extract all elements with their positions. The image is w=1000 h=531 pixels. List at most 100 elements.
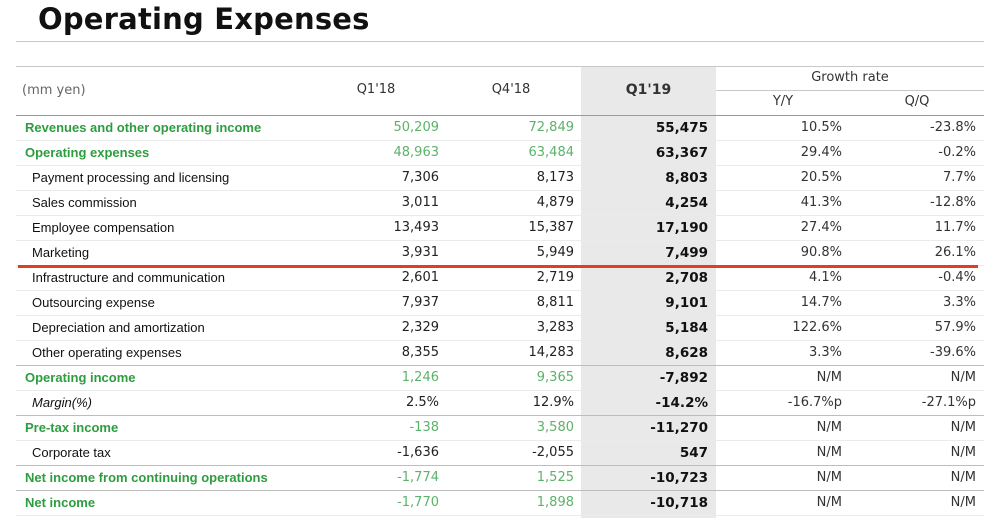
cell-q1-19: -10,718: [650, 495, 708, 511]
cell-q1-19: -10,723: [650, 470, 708, 486]
cell-q4-18: 4,879: [536, 195, 574, 210]
table-row: Net income -1,770 1,898 -10,718 N/M N/M: [16, 491, 984, 516]
table-row: Operating expenses 48,963 63,484 63,367 …: [16, 141, 984, 166]
table-row: Infrastructure and communication 2,601 2…: [16, 266, 984, 291]
table-row: Employee compensation 13,493 15,387 17,1…: [16, 216, 984, 241]
table-row: Corporate tax -1,636 -2,055 547 N/M N/M: [16, 441, 984, 466]
cell-q1-18: -1,636: [397, 445, 439, 460]
table-row: Depreciation and amortization 2,329 3,28…: [16, 316, 984, 341]
cell-yy: 90.8%: [800, 245, 842, 260]
row-label: Pre-tax income: [25, 420, 119, 435]
cell-q1-18: 2,601: [401, 270, 439, 285]
title-divider: [16, 41, 984, 42]
cell-q1-18: 2.5%: [405, 395, 439, 410]
row-label: Net income: [25, 495, 96, 510]
cell-q1-19: -14.2%: [655, 395, 708, 411]
row-label: Employee compensation: [32, 220, 175, 235]
col-header-q1-18: Q1'18: [356, 82, 396, 97]
row-label: Margin(%): [32, 395, 92, 410]
cell-qq: N/M: [950, 470, 976, 485]
cell-q1-18: -1,774: [397, 470, 439, 485]
current-quarter-highlight: [581, 66, 716, 518]
cell-q1-19: 7,499: [665, 245, 708, 261]
cell-q4-18: 72,849: [528, 120, 575, 135]
cell-q4-18: 2,719: [536, 270, 574, 285]
table-row: Operating income 1,246 9,365 -7,892 N/M …: [16, 366, 984, 391]
cell-qq: 11.7%: [934, 220, 976, 235]
cell-q4-18: 5,949: [536, 245, 574, 260]
cell-q1-18: 7,306: [401, 170, 439, 185]
row-label: Corporate tax: [32, 445, 111, 460]
cell-q4-18: 1,898: [536, 495, 574, 510]
table-body: Revenues and other operating income 50,2…: [16, 116, 984, 516]
cell-q1-18: 50,209: [393, 120, 440, 135]
cell-qq: -39.6%: [930, 345, 976, 360]
cell-qq: -27.1%p: [921, 395, 976, 410]
growth-rate-rule: [716, 90, 984, 91]
cell-q1-18: 8,355: [401, 345, 439, 360]
cell-q1-19: 4,254: [665, 195, 708, 211]
row-label: Other operating expenses: [32, 345, 182, 360]
cell-q1-18: -1,770: [397, 495, 439, 510]
cell-q4-18: -2,055: [532, 445, 574, 460]
table-row: Outsourcing expense 7,937 8,811 9,101 14…: [16, 291, 984, 316]
cell-q1-18: -138: [409, 420, 439, 435]
cell-yy: 14.7%: [800, 295, 842, 310]
cell-qq: N/M: [950, 370, 976, 385]
table-row: Payment processing and licensing 7,306 8…: [16, 166, 984, 191]
row-label: Operating expenses: [25, 145, 150, 160]
row-label: Outsourcing expense: [32, 295, 155, 310]
cell-q1-19: 17,190: [655, 220, 708, 236]
row-label: Net income from continuing operations: [25, 470, 268, 485]
cell-yy: 10.5%: [800, 120, 842, 135]
cell-q1-19: 8,803: [665, 170, 708, 186]
col-header-qq: Q/Q: [904, 94, 930, 109]
unit-label: (mm yen): [22, 83, 86, 98]
row-label: Payment processing and licensing: [32, 170, 230, 185]
header-bottom-rule: [16, 115, 984, 116]
cell-q1-18: 7,937: [401, 295, 439, 310]
cell-q1-18: 13,493: [393, 220, 440, 235]
cell-q1-19: 547: [679, 445, 708, 461]
row-label: Sales commission: [32, 195, 137, 210]
cell-q4-18: 63,484: [528, 145, 575, 160]
cell-yy: -16.7%p: [787, 395, 842, 410]
cell-q4-18: 12.9%: [532, 395, 574, 410]
table-row: Net income from continuing operations -1…: [16, 466, 984, 491]
cell-q1-19: -7,892: [659, 370, 708, 386]
cell-q1-19: 8,628: [665, 345, 708, 361]
cell-q1-18: 1,246: [401, 370, 439, 385]
row-label: Revenues and other operating income: [25, 120, 262, 135]
cell-yy: N/M: [816, 470, 842, 485]
cell-yy: 20.5%: [800, 170, 842, 185]
cell-q1-19: 9,101: [665, 295, 708, 311]
cell-q4-18: 1,525: [536, 470, 574, 485]
cell-qq: 26.1%: [934, 245, 976, 260]
cell-qq: -12.8%: [930, 195, 976, 210]
cell-q1-18: 2,329: [401, 320, 439, 335]
cell-yy: 41.3%: [800, 195, 842, 210]
cell-qq: 3.3%: [942, 295, 976, 310]
cell-q4-18: 15,387: [528, 220, 575, 235]
cell-yy: N/M: [816, 495, 842, 510]
cell-qq: N/M: [950, 445, 976, 460]
cell-yy: 4.1%: [808, 270, 842, 285]
col-header-yy: Y/Y: [772, 94, 794, 109]
header-top-rule: [16, 66, 984, 67]
table-header: (mm yen) Q1'18 Q4'18 Q1'19 Growth rate Y…: [16, 66, 984, 116]
cell-yy: 3.3%: [808, 345, 842, 360]
highlight-underline: [18, 265, 978, 268]
cell-qq: N/M: [950, 495, 976, 510]
table-row: Margin(%) 2.5% 12.9% -14.2% -16.7%p -27.…: [16, 391, 984, 416]
cell-q4-18: 8,173: [536, 170, 574, 185]
cell-yy: N/M: [816, 420, 842, 435]
row-label: Marketing: [32, 245, 90, 260]
cell-q4-18: 14,283: [528, 345, 575, 360]
col-header-q4-18: Q4'18: [491, 82, 531, 97]
cell-yy: N/M: [816, 370, 842, 385]
cell-q1-18: 48,963: [393, 145, 440, 160]
table-row: Pre-tax income -138 3,580 -11,270 N/M N/…: [16, 416, 984, 441]
page-title: Operating Expenses: [38, 2, 370, 36]
cell-q1-19: 55,475: [655, 120, 708, 136]
cell-yy: 122.6%: [792, 320, 842, 335]
